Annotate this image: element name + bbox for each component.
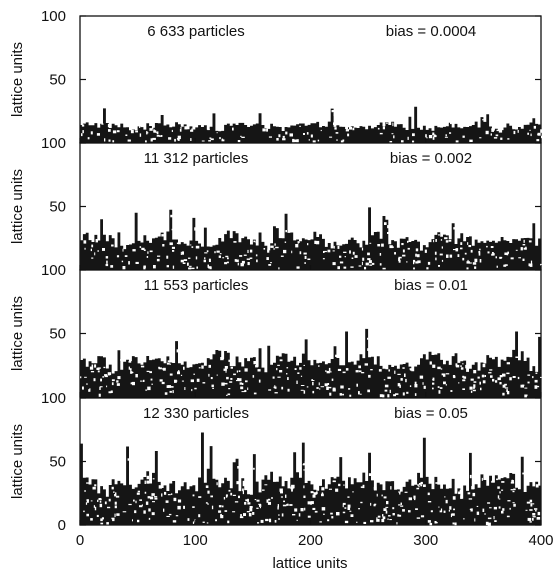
x-tick-label: 400 — [528, 532, 553, 549]
panel-3: 50 100 lattice units 11 553 particles bias =… — [9, 262, 542, 398]
x-tick-label: 200 — [298, 532, 323, 549]
panel-1: 50 100 lattice units 6 633 particles bias = … — [9, 8, 544, 144]
deposit-pores — [81, 110, 544, 144]
y-tick-label: 50 — [49, 454, 66, 471]
panel-2: 50 100 lattice units 11 312 particles bias =… — [9, 135, 542, 271]
x-tick-label: 0 — [76, 532, 84, 549]
x-axis: lattice units 0 100 200 300 400 — [76, 532, 554, 572]
bias-annotation: bias = 0.01 — [394, 277, 468, 294]
deposit-profile — [80, 328, 541, 397]
panel-frame — [79, 15, 542, 144]
x-tick-label: 300 — [413, 532, 438, 549]
particles-annotation: 11 312 particles — [144, 150, 249, 167]
deposit-pores — [83, 458, 541, 526]
y-tick-label: 100 — [41, 8, 66, 25]
y-tick-label: 50 — [49, 72, 66, 89]
x-axis-label: lattice units — [272, 555, 347, 572]
y-axis-label: lattice units — [9, 169, 26, 244]
deposit-profile — [80, 207, 541, 270]
particles-annotation: 6 633 particles — [147, 23, 245, 40]
y-tick-label: 50 — [49, 326, 66, 343]
deposit-pores — [83, 214, 542, 271]
y-tick-label: 100 — [41, 390, 66, 407]
panels-layer: 50 100 lattice units 6 633 particles bias = … — [9, 8, 544, 534]
y-tick-label: 100 — [41, 135, 66, 152]
deposit-pores — [80, 337, 542, 398]
y-axis-label: lattice units — [9, 424, 26, 499]
y-tick-label: 100 — [41, 262, 66, 279]
deposit-profile — [80, 432, 541, 525]
bias-annotation: bias = 0.05 — [394, 405, 468, 422]
y-tick-label: 0 — [58, 517, 66, 534]
x-tick-label: 100 — [183, 532, 208, 549]
y-axis-label: lattice units — [9, 296, 26, 371]
bias-annotation: bias = 0.002 — [390, 150, 472, 167]
particles-annotation: 11 553 particles — [144, 277, 249, 294]
particles-annotation: 12 330 particles — [143, 405, 249, 422]
panel-4: 0 50 100 lattice units 12 330 particles bias … — [9, 390, 542, 534]
y-axis-label: lattice units — [9, 42, 26, 117]
bias-annotation: bias = 0.0004 — [386, 23, 477, 40]
deposit-profile — [80, 106, 541, 143]
y-tick-label: 50 — [49, 199, 66, 216]
